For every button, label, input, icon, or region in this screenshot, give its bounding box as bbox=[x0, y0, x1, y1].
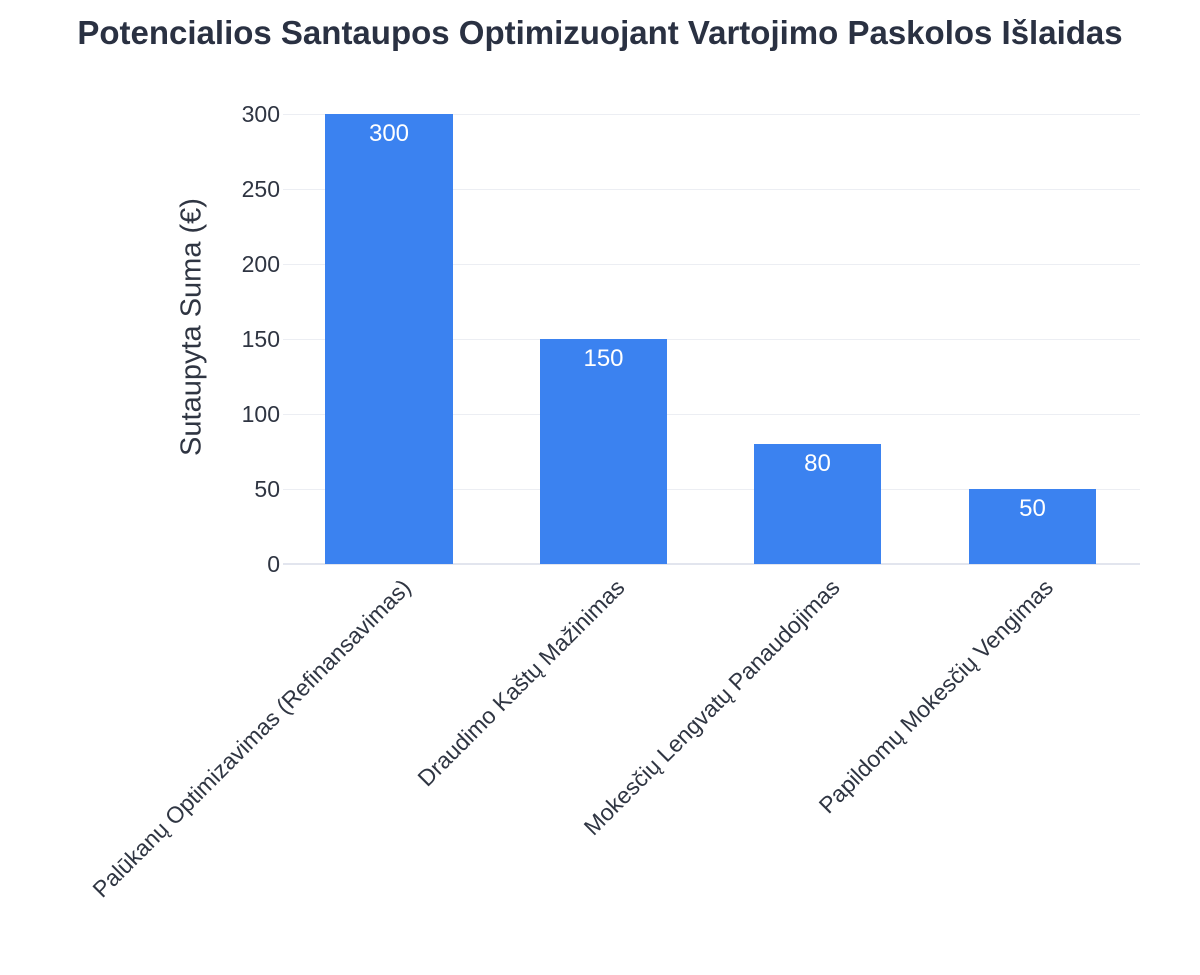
gridline-300 bbox=[283, 114, 1140, 115]
x-tick-label: Papildomų Mokesčių Vengimas bbox=[814, 574, 1059, 819]
x-tick-label: Palūkanų Optimizavimas (Refinansavimas) bbox=[86, 574, 416, 903]
y-tick-label: 0 bbox=[267, 551, 280, 577]
gridline-250 bbox=[283, 189, 1140, 190]
bar-value-label: 50 bbox=[1019, 495, 1046, 522]
gridline-50 bbox=[283, 489, 1140, 490]
y-tick-label: 300 bbox=[241, 101, 280, 127]
y-tick-label: 50 bbox=[254, 476, 280, 502]
x-tick-label: Draudimo Kaštų Mažinimas bbox=[412, 574, 630, 792]
y-axis-label: Sutaupyta Suma (€) bbox=[175, 198, 208, 456]
gridline-100 bbox=[283, 414, 1140, 415]
bar-value-label: 300 bbox=[368, 120, 410, 147]
x-axis-baseline bbox=[283, 563, 1140, 565]
y-tick-label: 100 bbox=[241, 401, 280, 427]
x-tick-label: Mokesčių Lengvatų Panaudojimas bbox=[578, 574, 845, 841]
bar-mokesciu-lengvatu-panaudojimas[interactable]: 80 bbox=[754, 444, 881, 564]
bar-palukanu-optimizavimas[interactable]: 300 bbox=[325, 114, 453, 564]
bar-draudimo-kastu-mazinimas[interactable]: 150 bbox=[540, 339, 667, 564]
bar-value-label: 150 bbox=[583, 345, 624, 372]
y-tick-label: 150 bbox=[241, 326, 280, 352]
y-tick-label: 200 bbox=[241, 251, 280, 277]
chart-title: Potencialios Santaupos Optimizuojant Var… bbox=[77, 14, 1123, 51]
y-tick-label: 250 bbox=[241, 176, 280, 202]
gridline-200 bbox=[283, 264, 1140, 265]
bar-value-label: 80 bbox=[804, 450, 831, 477]
gridline-150 bbox=[283, 339, 1140, 340]
bar-papildomu-mokesciu-vengimas[interactable]: 50 bbox=[969, 489, 1096, 564]
